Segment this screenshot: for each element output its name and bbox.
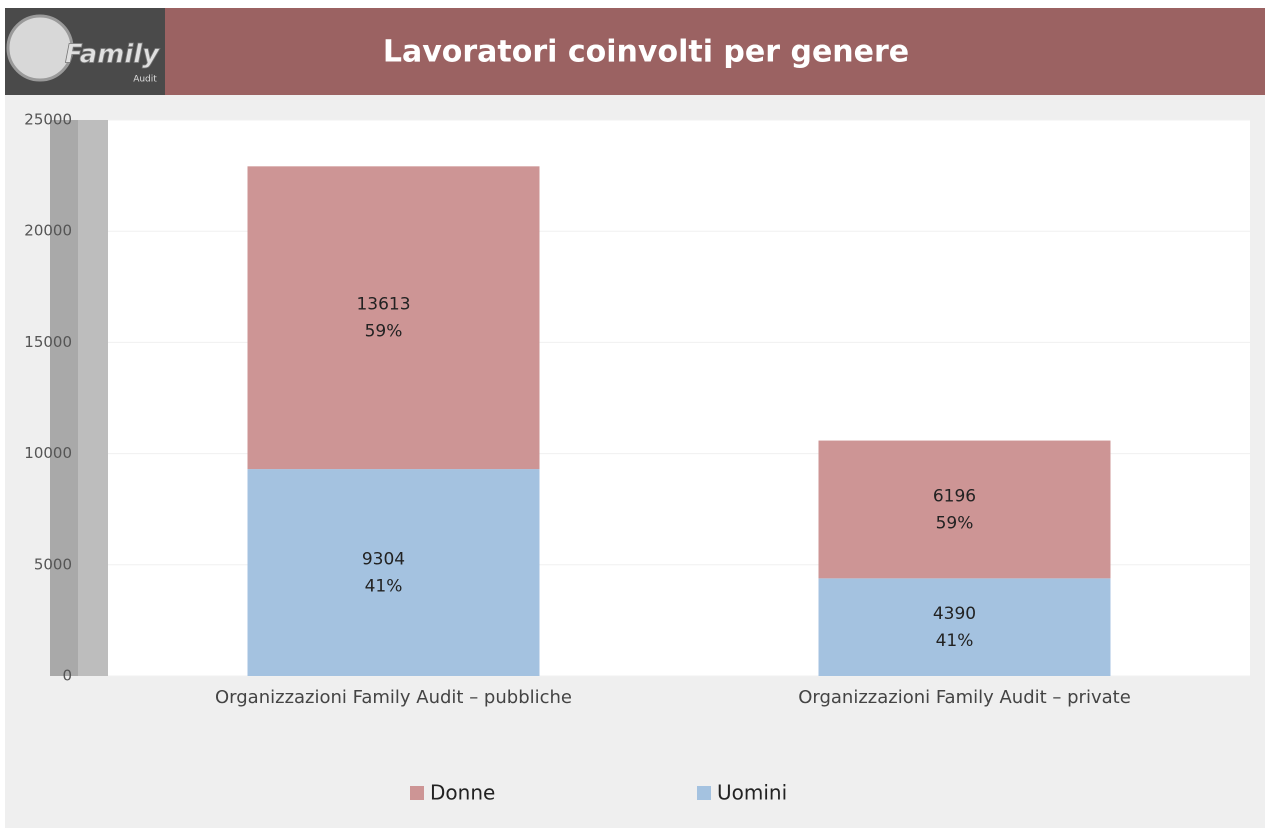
percent-label: 41% [936,631,974,651]
x-tick-label: Organizzazioni Family Audit – pubbliche [215,687,572,708]
legend-swatch [410,786,424,800]
logo-emblem [6,14,74,82]
title-bar [165,8,1265,95]
y-tick-label: 25000 [24,111,72,129]
bar-segment [247,166,540,470]
y-tick-label: 5000 [34,555,72,573]
percent-label: 59% [936,513,974,533]
bar-segment [247,469,540,676]
chart-title: Lavoratori coinvolti per genere [383,35,909,70]
axis-wall-shade [50,120,78,676]
value-label: 4390 [933,604,976,624]
legend-label: Donne [430,781,495,805]
logo-text: Family [65,40,160,70]
value-label: 13613 [356,295,410,315]
x-tick-label: Organizzazioni Family Audit – private [798,687,1131,708]
percent-label: 41% [365,577,403,597]
legend-label: Uomini [717,781,787,805]
logo-subtext: Audit [133,75,157,85]
legend-swatch [697,786,711,800]
percent-label: 59% [365,322,403,342]
y-tick-label: 20000 [24,222,72,240]
value-label: 9304 [362,550,405,570]
value-label: 6196 [933,486,976,506]
bar-segment [818,578,1111,676]
y-tick-label: 15000 [24,333,72,351]
y-tick-label: 0 [62,667,72,685]
bar-segment [818,440,1111,579]
y-tick-label: 10000 [24,444,72,462]
